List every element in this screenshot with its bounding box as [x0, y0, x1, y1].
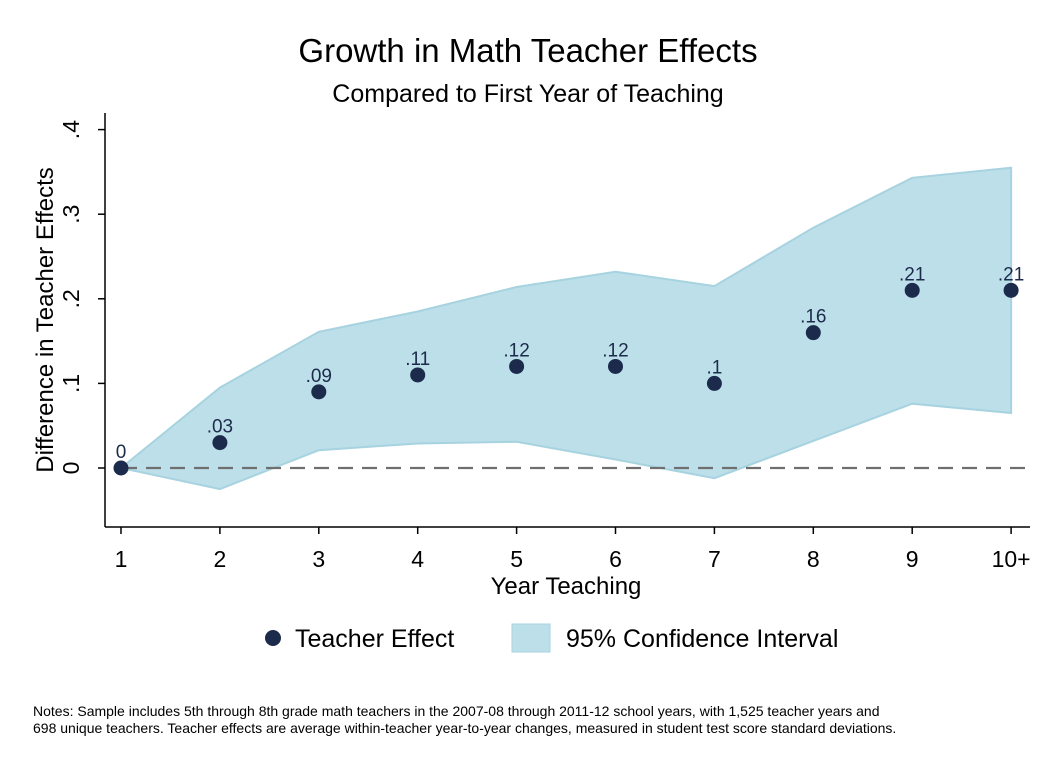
legend-marker-teacher-effect	[265, 630, 281, 646]
x-tick-label: 1	[115, 546, 128, 572]
y-tick-label: 0	[58, 462, 84, 475]
data-point	[113, 460, 129, 476]
y-tick-label: .4	[58, 120, 84, 139]
data-point	[410, 367, 426, 383]
data-label: .09	[306, 366, 332, 387]
data-label: .12	[602, 340, 628, 361]
x-tick-label: 6	[609, 546, 622, 572]
x-tick-label: 4	[411, 546, 424, 572]
data-label: .21	[899, 264, 925, 285]
data-label: .1	[706, 357, 722, 378]
y-tick-label: .3	[58, 205, 84, 224]
confidence-band	[118, 166, 1013, 491]
x-tick-label: 5	[510, 546, 523, 572]
data-label: .11	[405, 349, 430, 370]
x-tick-label: 3	[312, 546, 325, 572]
x-tick-label: 8	[807, 546, 820, 572]
data-label: .21	[998, 264, 1024, 285]
legend: Teacher Effect 95% Confidence Interval	[265, 623, 838, 653]
data-label: .12	[503, 340, 529, 361]
data-label: .03	[207, 417, 233, 438]
data-point	[1003, 282, 1019, 298]
data-label: .16	[800, 307, 826, 328]
legend-label-teacher-effect: Teacher Effect	[295, 625, 454, 653]
data-point	[608, 358, 623, 374]
data-point	[509, 358, 525, 374]
data-point	[311, 384, 327, 400]
notes-line-2: 698 unique teachers. Teacher effects are…	[33, 720, 897, 736]
plot-area: 0 .1 .2 .3 .4 1 2 3 4 5 6 7 8 9 10+ 0 .03 .09 .11 .12 .12 .1.…	[58, 113, 1031, 572]
x-tick-label: 7	[708, 546, 721, 572]
legend-swatch-confidence-interval	[511, 623, 551, 653]
data-point	[904, 282, 920, 298]
data-label: 0	[116, 442, 127, 463]
notes-line-1: Notes: Sample includes 5th through 8th g…	[33, 703, 880, 719]
x-tick-label: 2	[214, 546, 227, 572]
x-tick-label: 9	[906, 546, 919, 572]
data-point	[805, 325, 821, 341]
x-tick-label: 10+	[992, 546, 1031, 572]
y-tick-label: .1	[58, 374, 84, 393]
legend-label-confidence-interval: 95% Confidence Interval	[566, 625, 838, 653]
chart-notes: Notes: Sample includes 5th through 8th g…	[33, 703, 1033, 737]
chart-title: Growth in Math Teacher Effects	[298, 32, 757, 69]
y-axis-title: Difference in Teacher Effects	[32, 167, 59, 473]
data-point	[212, 435, 228, 451]
x-axis-title: Year Teaching	[491, 573, 642, 600]
chart: Growth in Math Teacher Effects Compared …	[32, 32, 1031, 653]
chart-subtitle: Compared to First Year of Teaching	[332, 80, 723, 108]
data-point	[706, 375, 722, 391]
y-tick-label: .2	[58, 289, 84, 308]
